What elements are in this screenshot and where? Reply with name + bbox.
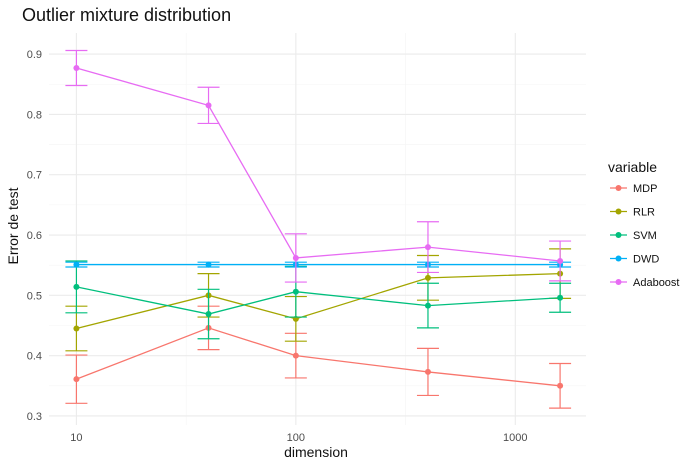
legend-label-mdp: MDP [633,183,657,195]
data-point-svm [73,283,80,290]
data-point-mdp [73,376,80,383]
y-tick-label: 0.7 [27,170,42,182]
series-line-rlr [76,272,561,330]
legend-key-point-svm [615,232,622,238]
data-point-rlr [424,274,431,281]
data-point-mdp [292,352,299,359]
x-tick-label: 10 [70,432,82,444]
legend-title: variable [608,159,657,175]
legend-label-dwd: DWD [633,254,659,266]
series-line-adaboost [76,67,561,262]
data-point-svm [557,294,564,301]
legend-key-point-mdp [615,185,622,191]
legend-label-rlr: RLR [633,207,655,219]
data-point-svm [205,311,212,318]
legend-key-point-rlr [615,208,622,215]
series-mdp [65,305,572,409]
series-line-mdp [76,327,561,387]
data-point-dwd [205,261,212,268]
data-point-mdp [424,368,431,375]
data-point-mdp [557,382,564,389]
legend-key-point-adaboost [615,279,622,285]
legend-item-rlr: RLR [610,207,655,219]
series-svm [65,260,572,340]
y-axis-title: Error de test [5,187,21,264]
x-axis-title: dimension [284,444,348,460]
data-point-adaboost [424,244,431,251]
series-layer [65,49,572,409]
series-adaboost [65,49,572,283]
y-tick-label: 0.5 [27,290,42,302]
grid [49,33,586,425]
x-tick-label: 1000 [503,432,527,444]
x-axis-ticks: 10 100 1000 [70,432,527,444]
data-point-rlr [73,325,80,332]
y-tick-label: 0.9 [27,49,42,61]
data-point-adaboost [292,254,299,261]
legend-key-point-dwd [615,255,622,262]
data-point-svm [292,288,299,295]
data-point-svm [424,302,431,309]
data-point-dwd [73,261,80,268]
legend-item-svm: SVM [610,230,657,242]
legend-label-adaboost: Adaboost [633,277,679,289]
data-point-adaboost [73,64,80,71]
y-axis-ticks: 0.3 0.4 0.5 0.6 0.7 0.8 0.9 [27,49,42,423]
y-tick-label: 0.8 [27,109,42,121]
y-tick-label: 0.4 [27,351,42,363]
legend-label-svm: SVM [633,230,657,242]
chart-title: Outlier mixture distribution [22,5,231,25]
legend-item-mdp: MDP [610,183,657,195]
series-dwd [65,261,572,268]
legend-item-adaboost: Adaboost [610,277,679,289]
y-tick-label: 0.6 [27,230,42,242]
y-tick-label: 0.3 [27,411,42,423]
data-point-adaboost [205,102,212,109]
legend: variable MDP RLR SVM DWD Adaboost [608,159,679,289]
legend-item-dwd: DWD [610,254,659,266]
data-point-adaboost [557,257,564,264]
x-tick-label: 100 [287,432,305,444]
